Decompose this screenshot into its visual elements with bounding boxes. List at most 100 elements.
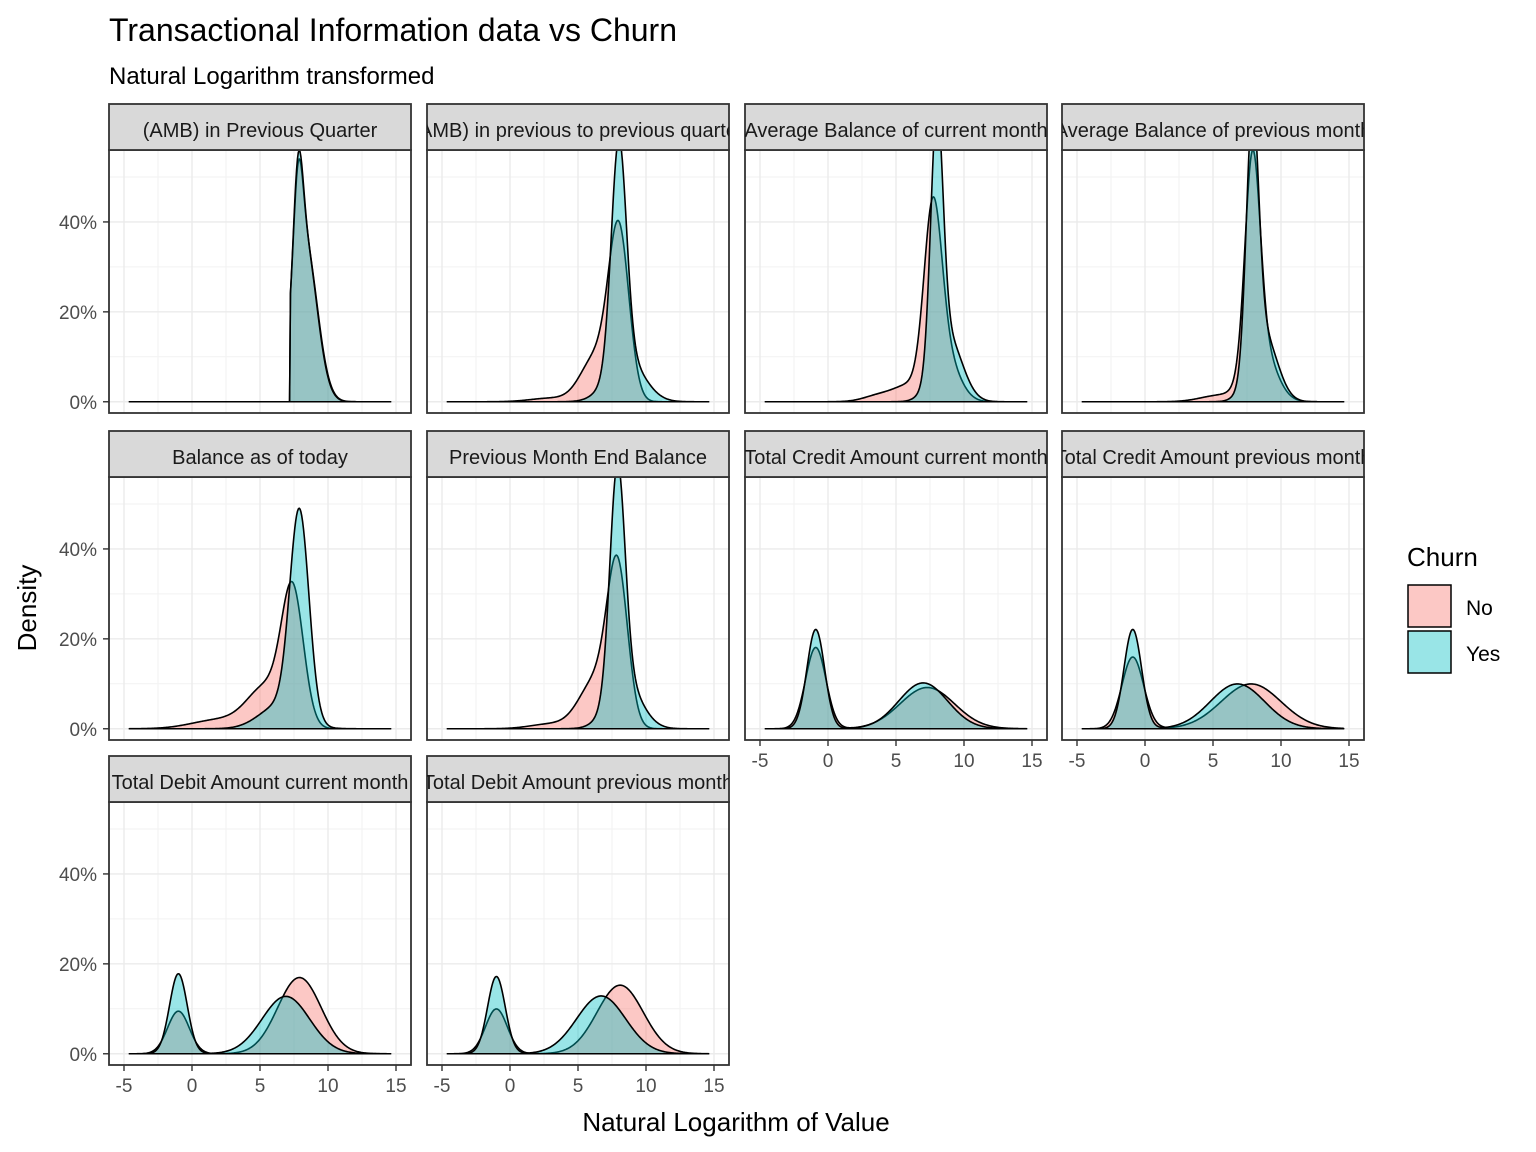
strip-label: Balance as of today: [172, 447, 348, 469]
x-tick-label: 15: [703, 1076, 724, 1097]
y-tick-label: 40%: [59, 865, 97, 886]
density-area-no: [446, 984, 710, 1055]
density-layer: [446, 150, 710, 403]
y-tick-label: 40%: [59, 540, 97, 561]
strip-label: Average Balance of current month: [744, 120, 1047, 142]
y-tick-label: 20%: [59, 955, 97, 976]
density-area-no: [128, 976, 392, 1055]
chart-subtitle: Natural Logarithm transformed: [109, 63, 434, 90]
legend-label-no: No: [1466, 597, 1493, 620]
strip-background: [1061, 103, 1365, 151]
x-tick-label: -5: [116, 1076, 133, 1097]
x-tick-label: -5: [1069, 751, 1086, 772]
panel-grid: [109, 477, 411, 740]
x-tick-label: 15: [1021, 751, 1042, 772]
x-tick-label: 0: [505, 1076, 516, 1097]
x-tick-label: 10: [317, 1076, 338, 1097]
density-area-yes: [446, 477, 710, 730]
strip-label: Total Credit Amount previous month: [1055, 447, 1372, 469]
density-area-no: [1081, 656, 1345, 730]
strip-background: [1061, 430, 1365, 478]
panel-grid: [1062, 477, 1364, 740]
panel-grid: [427, 802, 729, 1065]
x-tick-label: 5: [573, 1076, 584, 1097]
facet-panel: Total Debit Amount current month 0% 20% 40%…: [59, 755, 412, 1097]
strip-background: [744, 430, 1048, 478]
x-tick-label: 5: [891, 751, 902, 772]
strip-label: Total Debit Amount current month: [112, 772, 409, 794]
density-area-yes: [764, 628, 1028, 730]
x-tick-label: 5: [1208, 751, 1219, 772]
y-tick-label: 0%: [70, 1045, 98, 1066]
strip-background: [108, 755, 412, 803]
x-tick-label: -5: [752, 751, 769, 772]
density-layer: [128, 507, 392, 730]
strip-background: [426, 755, 730, 803]
y-axis-title: Density: [12, 565, 42, 652]
density-area-yes: [764, 150, 1028, 403]
density-area-yes: [446, 975, 710, 1055]
legend: Churn No Yes: [1407, 542, 1500, 674]
density-layer: [1081, 628, 1345, 730]
strip-label: Previous Month End Balance: [449, 447, 707, 469]
density-layer: [446, 975, 710, 1055]
density-area-yes: [1081, 150, 1345, 403]
strip-label: Average Balance of previous month: [1055, 120, 1372, 142]
y-tick-label: 40%: [59, 213, 97, 234]
strip-background: [426, 103, 730, 151]
facet-panel: Total Credit Amount current month -5 0 5 10 1…: [744, 430, 1048, 772]
x-axis-title: Natural Logarithm of Value: [582, 1107, 889, 1137]
strip-background: [108, 430, 412, 478]
panel-grid: [427, 477, 729, 740]
density-layer: [1081, 150, 1345, 403]
density-area-yes: [1081, 628, 1345, 730]
x-tick-label: 15: [385, 1076, 406, 1097]
x-tick-label: 0: [1140, 751, 1151, 772]
x-tick-label: 10: [953, 751, 974, 772]
strip-label: (AMB) in previous to previous quarter: [412, 120, 744, 142]
strip-background: [426, 430, 730, 478]
legend-key-no: [1407, 584, 1452, 628]
legend-key-yes: [1407, 630, 1452, 674]
facet-panel: Average Balance of current month: [744, 103, 1048, 414]
x-tick-label: 10: [1270, 751, 1291, 772]
density-area-yes: [128, 507, 392, 730]
legend-title: Churn: [1407, 542, 1478, 572]
y-tick-label: 20%: [59, 630, 97, 651]
facet-panel: Average Balance of previous month: [1055, 103, 1372, 414]
density-area-yes: [446, 150, 710, 403]
strip-label: (AMB) in Previous Quarter: [143, 120, 378, 142]
strip-label: Total Credit Amount current month: [744, 447, 1047, 469]
y-tick-label: 20%: [59, 303, 97, 324]
strip-background: [744, 103, 1048, 151]
y-tick-label: 0%: [70, 720, 98, 741]
facet-panel: (AMB) in Previous Quarter 0% 20% 40%: [59, 103, 412, 414]
panel-grid: [109, 150, 411, 413]
x-tick-label: -5: [434, 1076, 451, 1097]
chart-title: Transactional Information data vs Churn: [109, 12, 677, 48]
facet-panel: Total Credit Amount previous month -5 0 5 10…: [1055, 430, 1372, 772]
density-layer: [446, 477, 710, 730]
legend-label-yes: Yes: [1466, 643, 1500, 666]
facet-panel: Balance as of today 0% 20% 40%: [59, 430, 412, 741]
facet-panel: Total Debit Amount previous month -5 0 5 10 1…: [423, 755, 733, 1097]
facet-panel: Previous Month End Balance: [426, 430, 730, 741]
density-layer: [764, 150, 1028, 403]
x-tick-label: 15: [1338, 751, 1359, 772]
x-tick-label: 0: [823, 751, 834, 772]
density-area-yes: [128, 972, 392, 1055]
density-area-yes: [128, 150, 392, 403]
density-layer: [128, 972, 392, 1055]
strip-label: Total Debit Amount previous month: [423, 772, 733, 794]
density-layer: [764, 628, 1028, 730]
x-tick-label: 0: [187, 1076, 198, 1097]
x-tick-label: 5: [255, 1076, 266, 1097]
x-tick-label: 10: [635, 1076, 656, 1097]
y-tick-label: 0%: [70, 393, 98, 414]
facet-panel: (AMB) in previous to previous quarter: [412, 103, 744, 414]
density-layer: [128, 150, 392, 403]
strip-background: [108, 103, 412, 151]
panel-grid: [427, 150, 729, 413]
